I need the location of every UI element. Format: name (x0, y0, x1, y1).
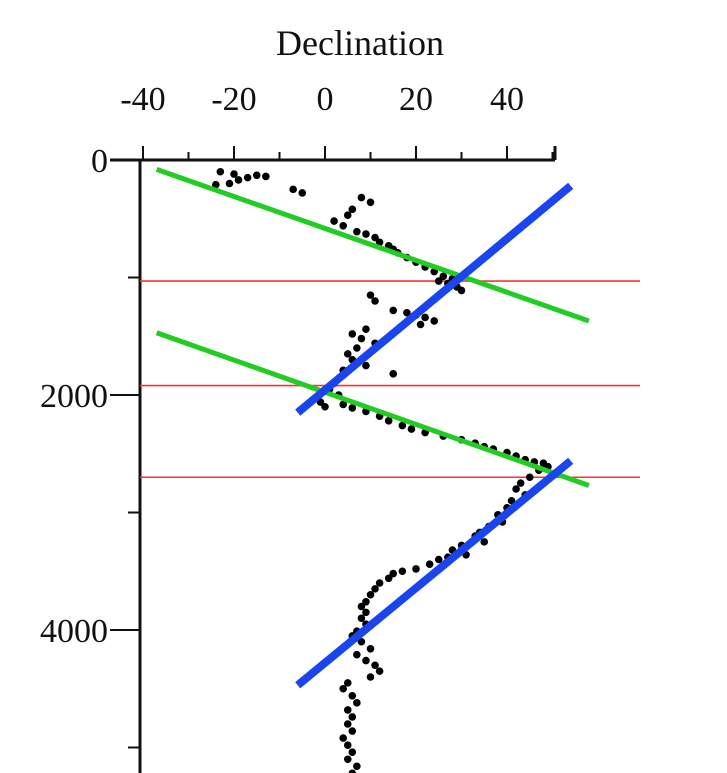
data-point (353, 763, 361, 771)
data-point (344, 720, 352, 728)
data-point (244, 174, 252, 182)
data-point (435, 277, 443, 285)
chart-title: Declination (276, 23, 444, 63)
data-point (362, 657, 370, 665)
data-point (358, 194, 366, 202)
data-point (389, 370, 397, 378)
y-tick-label: 2000 (40, 378, 108, 415)
data-point (353, 228, 361, 236)
data-point (526, 473, 534, 481)
x-tick-label: 20 (399, 81, 433, 118)
data-point (408, 425, 416, 433)
data-point (353, 651, 361, 659)
data-point (226, 180, 234, 188)
data-point (385, 575, 393, 583)
data-point (349, 770, 357, 773)
data-point (412, 565, 420, 573)
blue-trend-line (298, 461, 571, 685)
data-point (430, 317, 438, 325)
data-point (349, 748, 357, 756)
data-point (367, 199, 375, 207)
trend-lines (157, 169, 589, 685)
data-point (458, 287, 466, 295)
data-point (235, 176, 243, 184)
data-point (344, 706, 352, 714)
x-tick-label: -40 (120, 81, 165, 118)
data-point (371, 297, 379, 305)
data-point (253, 171, 261, 179)
data-point (353, 344, 361, 352)
data-point (353, 699, 361, 707)
data-point (362, 325, 370, 333)
x-tick-label: -20 (211, 81, 256, 118)
data-point (421, 314, 429, 322)
data-point (321, 403, 329, 411)
data-point (330, 217, 338, 225)
data-point (349, 727, 357, 735)
data-point (389, 307, 397, 315)
y-tick-label: 4000 (40, 613, 108, 650)
x-tick-label: 40 (490, 81, 524, 118)
data-point (417, 321, 425, 329)
data-point (344, 741, 352, 749)
data-point (349, 692, 357, 700)
data-point (289, 186, 297, 194)
data-point (349, 713, 357, 721)
y-tick-label: 0 (91, 143, 108, 180)
data-point (344, 755, 352, 763)
data-point (344, 211, 352, 219)
data-point (399, 567, 407, 575)
data-points (212, 168, 552, 773)
data-point (339, 222, 347, 230)
data-point (512, 485, 520, 493)
data-point (339, 734, 347, 742)
data-point (349, 330, 357, 338)
data-point (358, 335, 366, 343)
axes: -40 -20 0 20 40 0 2000 4000 (40, 81, 555, 773)
data-point (367, 591, 375, 599)
data-point (298, 189, 306, 197)
data-point (367, 645, 375, 653)
data-point (367, 673, 375, 681)
data-point (217, 168, 225, 176)
data-point (376, 667, 384, 675)
data-point (362, 230, 370, 238)
data-point (426, 560, 434, 568)
data-point (262, 173, 270, 181)
green-trend-line (157, 333, 589, 486)
data-point (339, 685, 347, 693)
x-tick-label: 0 (317, 81, 334, 118)
